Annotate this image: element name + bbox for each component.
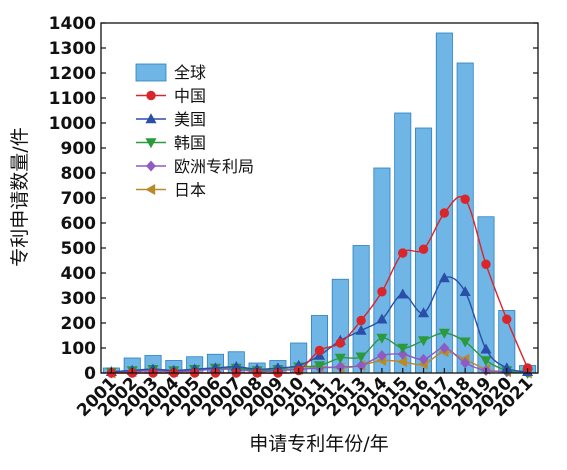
legend-marker-韩国 [145,138,157,149]
y-tick-label-1200: 1200 [49,64,96,84]
legend-marker-美国 [145,113,157,124]
point-欧洲专利局-2014 [377,350,387,361]
point-美国-2013 [355,324,367,335]
point-欧洲专利局-2018 [460,357,471,369]
y-tick-label-800: 800 [61,164,97,184]
point-欧洲专利局-2017 [439,342,450,354]
y-tick-label-100: 100 [61,339,97,359]
bar-全球-2017 [435,32,453,374]
point-中国-2012 [335,338,346,348]
point-中国-2011 [314,345,325,356]
y-tick-label-500: 500 [61,239,97,259]
point-韩国-2012 [334,353,346,364]
point-韩国-2015 [397,343,409,354]
y-tick-label-1300: 1300 [49,39,96,59]
y-tick-label-1400: 1400 [49,14,96,34]
y-tick-label-0: 0 [84,364,96,384]
y-tick-label-300: 300 [61,289,97,309]
legend-swatch-全球 [135,63,167,82]
point-美国-2014 [376,313,388,324]
y-tick-label-400: 400 [61,264,97,284]
point-美国-2017 [438,272,450,283]
point-中国-2017 [439,208,450,218]
y-tick-label-600: 600 [61,214,97,234]
legend-label-欧洲专利局: 欧洲专利局 [174,157,254,176]
point-欧洲专利局-2015 [397,348,408,360]
point-中国-2014 [377,287,387,297]
legend-label-美国: 美国 [174,110,206,129]
y-tick-label-900: 900 [61,139,97,159]
point-中国-2016 [418,244,429,254]
y-tick-label-200: 200 [61,314,97,334]
legend-label-韩国: 韩国 [174,134,206,153]
point-韩国-2011 [313,361,326,372]
point-日本-2015 [397,356,407,368]
lines-layer [105,194,534,379]
point-中国-2019 [481,259,491,269]
y-tick-label-1000: 1000 [49,114,96,134]
legend-label-全球: 全球 [174,63,206,82]
legend-marker-中国 [146,90,156,101]
y-tick-label-1100: 1100 [49,89,96,109]
point-美国-2018 [459,286,471,296]
legend-label-日本: 日本 [174,181,206,200]
legend-marker-日本 [145,183,156,196]
point-韩国-2017 [438,328,450,339]
bar-全球-2015 [394,112,412,374]
point-中国-2018 [460,194,470,204]
legend-marker-欧洲专利局 [146,160,156,172]
y-tick-label-700: 700 [61,189,97,209]
x-axis-label: 申请专利年份/年 [249,433,388,455]
point-韩国-2016 [417,336,430,347]
point-欧洲专利局-2016 [418,353,429,365]
bars-layer [102,32,537,374]
point-中国-2020 [502,314,512,324]
point-韩国-2019 [480,356,492,367]
point-韩国-2014 [376,333,388,344]
point-美国-2015 [397,288,409,299]
point-中国-2015 [398,248,408,258]
point-美国-2019 [480,343,492,354]
point-美国-2016 [417,307,430,318]
point-韩国-2018 [459,337,471,348]
point-中国-2013 [356,315,366,326]
point-韩国-2013 [355,352,367,363]
legend-label-中国: 中国 [174,87,206,106]
y-axis-label: 专利申请数量/件 [9,127,31,266]
bar-全球-2018 [456,62,474,374]
